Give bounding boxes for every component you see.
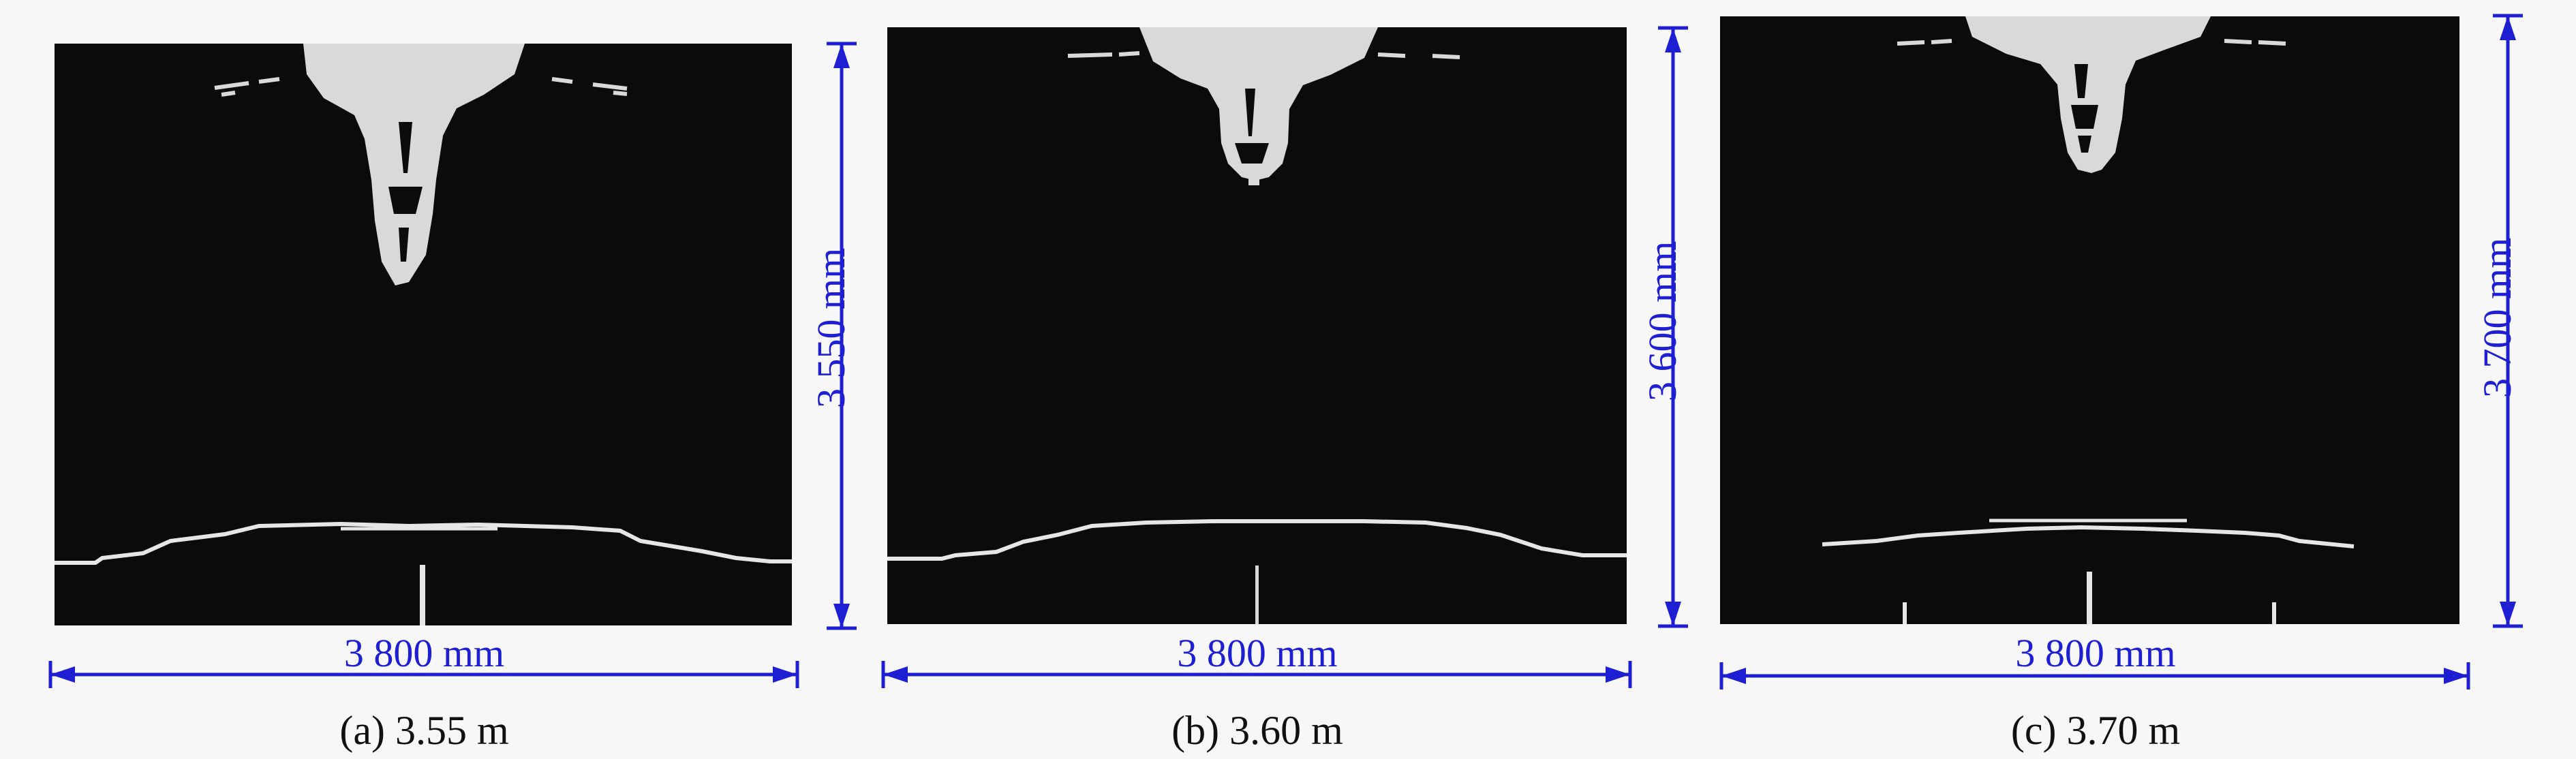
width-dimension-label-b: 3 800 mm [1177, 631, 1338, 675]
damage-pattern-a [55, 44, 792, 625]
simulation-image-a [55, 44, 792, 625]
panel-b: 3 600 mm 3 800 mm (b) 3.60 m [831, 0, 1688, 759]
height-dimension-arrow-a [827, 42, 857, 630]
height-dimension-arrow-c [2493, 14, 2523, 628]
panel-caption-a: (a) 3.55 m [339, 708, 509, 753]
panel-a: 3 550 mm 3 800 mm (a) 3.55 m [0, 0, 857, 759]
panel-c: 3 700 mm 3 800 mm (c) 3.70 m [1663, 0, 2576, 759]
width-dimension-arrow-a [48, 661, 799, 688]
damage-pattern-b [887, 27, 1627, 624]
width-dimension-arrow-c [1719, 662, 2470, 690]
height-dimension-arrow-b [1658, 26, 1688, 628]
width-dimension-label-a: 3 800 mm [343, 631, 505, 675]
width-dimension-label-c: 3 800 mm [2015, 631, 2176, 675]
roof-damage-zone [1965, 16, 2211, 173]
damage-pattern-c [1822, 16, 2355, 624]
roof-damage-zone [303, 44, 525, 285]
panel-caption-c: (c) 3.70 m [2010, 708, 2181, 753]
height-dimension-label-c: 3 700 mm [2475, 237, 2519, 398]
simulation-image-b [887, 27, 1627, 624]
panel-caption-b: (b) 3.60 m [1171, 708, 1343, 753]
width-dimension-arrow-b [881, 661, 1632, 688]
simulation-image-c [1720, 16, 2459, 624]
roof-damage-zone [1139, 27, 1378, 181]
